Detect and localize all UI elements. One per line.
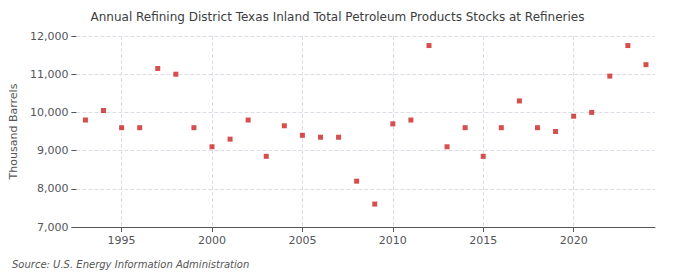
svg-text:7,000: 7,000 [37,221,69,234]
svg-text:11,000: 11,000 [30,68,69,81]
svg-text:2000: 2000 [198,234,226,247]
svg-text:12,000: 12,000 [30,30,69,43]
svg-text:1995: 1995 [108,234,136,247]
svg-text:10,000: 10,000 [30,106,69,119]
svg-text:2020: 2020 [560,234,588,247]
svg-text:2010: 2010 [379,234,407,247]
svg-text:Thousand Barrels: Thousand Barrels [7,83,20,180]
svg-text:2005: 2005 [288,234,316,247]
svg-text:2015: 2015 [469,234,497,247]
svg-text:9,000: 9,000 [37,144,69,157]
svg-text:8,000: 8,000 [37,182,69,195]
svg-text:Source: U.S. Energy Informatio: Source: U.S. Energy Information Administ… [12,259,249,270]
svg-text:Annual Refining District Texas: Annual Refining District Texas Inland To… [91,10,585,24]
